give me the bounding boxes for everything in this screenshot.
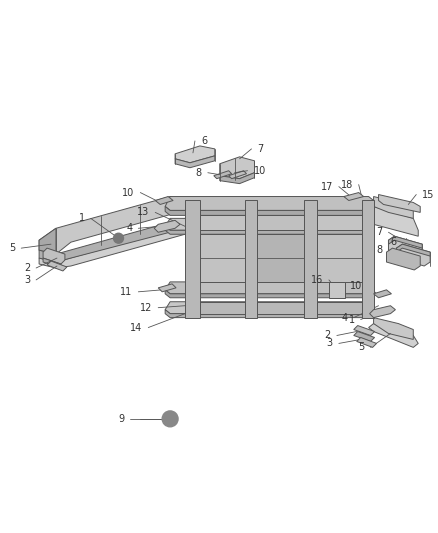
Polygon shape (258, 234, 304, 282)
Polygon shape (155, 197, 173, 205)
Text: 11: 11 (120, 287, 132, 297)
Polygon shape (39, 197, 185, 254)
Polygon shape (370, 306, 396, 318)
Polygon shape (389, 236, 422, 258)
Polygon shape (185, 200, 200, 318)
Text: 16: 16 (311, 275, 323, 285)
Polygon shape (165, 282, 374, 294)
Polygon shape (200, 234, 244, 282)
Polygon shape (165, 197, 374, 211)
Text: 17: 17 (321, 182, 333, 191)
Polygon shape (258, 302, 304, 313)
Text: 9: 9 (118, 414, 124, 424)
Text: 18: 18 (340, 180, 353, 190)
Polygon shape (165, 290, 374, 298)
Text: 6: 6 (390, 237, 396, 247)
Polygon shape (329, 282, 345, 298)
Polygon shape (165, 302, 374, 313)
Polygon shape (165, 310, 374, 318)
Polygon shape (154, 220, 180, 232)
Polygon shape (258, 215, 304, 230)
Polygon shape (304, 200, 317, 318)
Text: 15: 15 (422, 190, 434, 199)
Polygon shape (220, 173, 254, 184)
Text: 1: 1 (349, 314, 355, 325)
Text: 8: 8 (196, 168, 202, 177)
Polygon shape (354, 326, 374, 335)
Polygon shape (214, 171, 232, 179)
Text: 2: 2 (325, 330, 331, 341)
Polygon shape (354, 332, 374, 342)
Polygon shape (389, 236, 422, 248)
Polygon shape (344, 192, 364, 200)
Text: 7: 7 (376, 227, 382, 237)
Text: 6: 6 (201, 136, 207, 146)
Polygon shape (220, 157, 254, 179)
Text: 5: 5 (358, 342, 365, 352)
Polygon shape (200, 234, 362, 282)
Text: 8: 8 (376, 245, 382, 255)
Text: 10: 10 (350, 281, 363, 291)
Polygon shape (47, 261, 67, 271)
Text: 7: 7 (258, 144, 264, 154)
Polygon shape (369, 324, 418, 348)
Polygon shape (317, 302, 362, 313)
Polygon shape (165, 227, 374, 234)
Text: 5: 5 (9, 243, 15, 253)
Polygon shape (369, 206, 418, 236)
Text: 3: 3 (24, 275, 30, 285)
Polygon shape (200, 302, 244, 313)
Polygon shape (165, 206, 374, 215)
Text: 14: 14 (130, 322, 142, 333)
Polygon shape (378, 195, 420, 213)
Polygon shape (386, 248, 420, 270)
Polygon shape (229, 171, 247, 179)
Polygon shape (158, 284, 176, 292)
Text: 1: 1 (79, 213, 85, 223)
Text: 12: 12 (140, 303, 152, 313)
Circle shape (162, 411, 178, 427)
Text: 3: 3 (327, 338, 333, 349)
Polygon shape (39, 227, 185, 268)
Polygon shape (43, 248, 65, 264)
Polygon shape (165, 219, 374, 230)
Polygon shape (362, 200, 374, 318)
Text: 10: 10 (254, 166, 266, 176)
Polygon shape (374, 290, 392, 298)
Polygon shape (317, 234, 362, 282)
Polygon shape (175, 156, 215, 168)
Polygon shape (396, 244, 430, 266)
Circle shape (113, 233, 124, 243)
Polygon shape (175, 146, 215, 163)
Polygon shape (43, 258, 61, 268)
Polygon shape (39, 228, 56, 254)
Text: 13: 13 (137, 207, 149, 217)
Polygon shape (396, 244, 430, 256)
Text: 4: 4 (126, 223, 132, 233)
Polygon shape (200, 215, 244, 230)
Polygon shape (244, 200, 258, 318)
Text: 2: 2 (24, 263, 30, 273)
Polygon shape (374, 197, 413, 219)
Polygon shape (357, 337, 377, 348)
Text: 4: 4 (342, 313, 348, 322)
Polygon shape (374, 318, 413, 340)
Polygon shape (39, 219, 185, 262)
Polygon shape (317, 215, 362, 230)
Text: 10: 10 (122, 188, 134, 198)
